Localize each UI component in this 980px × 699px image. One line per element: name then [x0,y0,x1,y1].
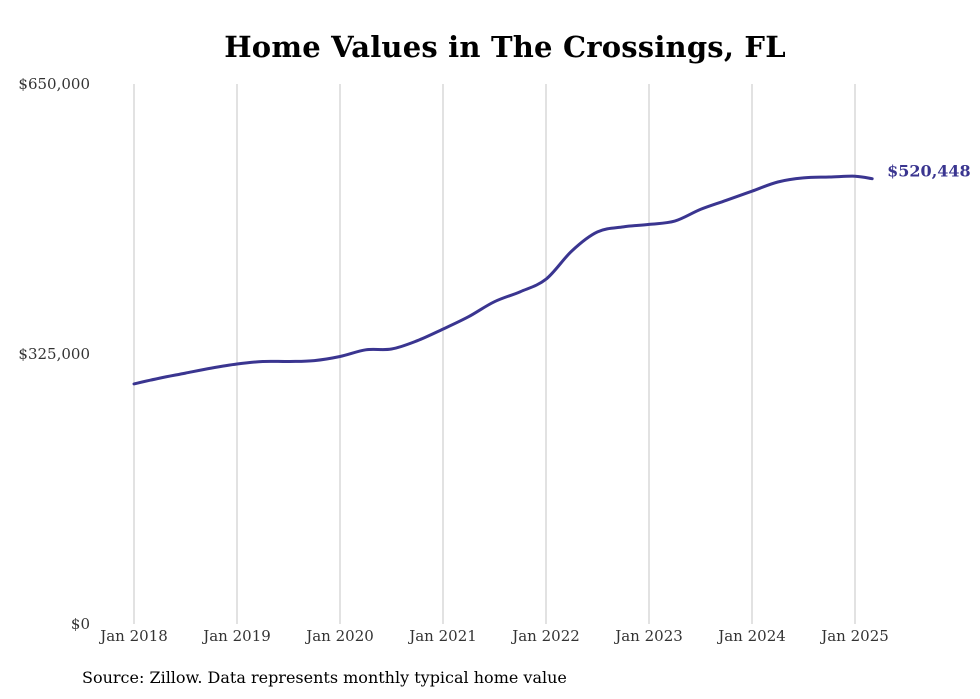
series-layer [132,174,874,386]
chart-title: Home Values in The Crossings, FL [224,30,786,64]
x-tick-label: Jan 2020 [304,627,374,645]
y-tick-label: $325,000 [18,345,90,363]
x-tick-label: Jan 2023 [613,627,683,645]
y-axis-ticks: $0 $325,000 $650,000 [18,75,90,633]
source-note: Source: Zillow. Data represents monthly … [82,668,567,687]
series-line [132,174,874,386]
x-tick-label: Jan 2025 [819,627,889,645]
grid-lines [133,84,856,624]
x-tick-label: Jan 2024 [716,627,786,645]
x-axis-ticks: Jan 2018 Jan 2019 Jan 2020 Jan 2021 Jan 2022… [98,627,889,645]
annotation-layer: $520,448 [887,162,971,181]
x-tick-label: Jan 2018 [98,627,168,645]
x-tick-label: Jan 2021 [407,627,477,645]
y-tick-label: $650,000 [18,75,90,93]
x-tick-label: Jan 2022 [510,627,580,645]
y-tick-label: $0 [71,615,90,633]
x-tick-label: Jan 2019 [201,627,271,645]
end-value-label: $520,448 [887,162,971,181]
